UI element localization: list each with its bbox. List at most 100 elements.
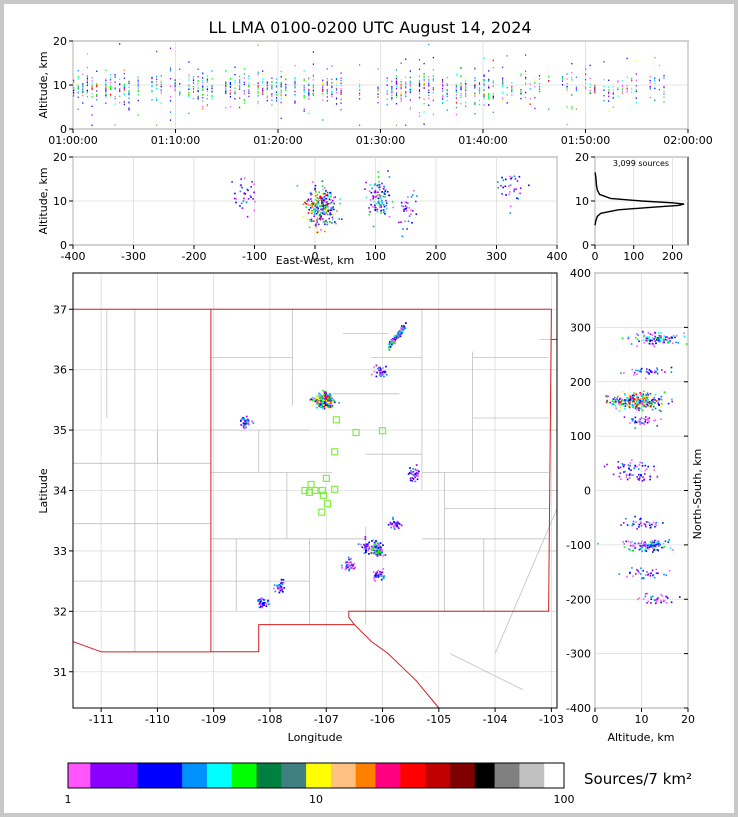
source-point	[631, 404, 634, 407]
source-point	[644, 544, 646, 546]
source-point	[513, 190, 515, 193]
source-point	[608, 89, 610, 91]
source-point	[416, 478, 419, 481]
source-point	[649, 476, 652, 478]
source-point	[151, 76, 153, 79]
source-point	[320, 403, 322, 405]
source-point	[303, 85, 305, 87]
source-point	[225, 69, 227, 72]
source-point	[243, 73, 245, 75]
source-point	[528, 184, 530, 187]
source-point	[492, 96, 494, 99]
source-point	[379, 188, 381, 191]
source-point	[655, 602, 657, 605]
y-tick-label: 10	[53, 79, 67, 92]
source-point	[225, 82, 227, 85]
source-point	[653, 396, 656, 399]
source-point	[638, 407, 641, 409]
source-point	[502, 99, 504, 101]
source-point	[402, 331, 404, 334]
source-point	[641, 409, 644, 411]
source-point	[460, 82, 462, 85]
station-marker	[331, 448, 339, 456]
source-point	[375, 573, 377, 575]
source-point	[330, 193, 332, 196]
source-point	[393, 524, 396, 527]
source-point	[312, 75, 314, 78]
source-point	[432, 113, 434, 116]
source-point	[330, 195, 332, 198]
source-point	[505, 178, 507, 181]
source-point	[500, 184, 502, 187]
source-point	[323, 392, 326, 395]
source-point	[620, 372, 622, 374]
source-point	[617, 395, 619, 398]
source-point	[380, 209, 382, 212]
source-point	[77, 87, 79, 90]
source-point	[662, 546, 665, 549]
source-point	[525, 73, 527, 75]
source-point	[243, 77, 245, 79]
source-point	[326, 84, 328, 87]
source-point	[368, 190, 371, 192]
source-point	[648, 546, 651, 548]
source-point	[380, 546, 382, 549]
source-point	[319, 197, 322, 200]
source-point	[520, 92, 522, 94]
source-point	[653, 345, 656, 348]
source-point	[511, 90, 513, 92]
source-point	[460, 92, 462, 95]
source-point	[377, 569, 379, 572]
source-point	[329, 213, 331, 216]
source-point	[432, 75, 434, 77]
source-point	[637, 369, 639, 372]
source-point	[324, 206, 327, 209]
source-point	[303, 97, 305, 99]
source-point	[653, 469, 655, 471]
source-point	[497, 181, 499, 183]
source-point	[374, 191, 377, 194]
source-point	[566, 87, 568, 89]
source-point	[302, 216, 305, 218]
source-point	[382, 544, 384, 546]
source-point	[636, 568, 638, 571]
source-point	[324, 223, 326, 225]
source-point	[280, 86, 282, 89]
source-point	[303, 78, 305, 80]
y-tick-label: 35	[53, 424, 67, 437]
source-point	[378, 206, 381, 208]
source-point	[105, 102, 107, 104]
source-point	[206, 90, 208, 92]
source-point	[603, 465, 606, 468]
source-point	[642, 598, 645, 600]
source-point	[96, 70, 98, 72]
source-point	[663, 77, 665, 79]
source-point	[266, 89, 268, 91]
source-point	[411, 222, 413, 224]
source-point	[566, 78, 568, 80]
source-point	[262, 80, 264, 83]
source-point	[478, 91, 481, 93]
source-point	[400, 80, 402, 83]
source-point	[335, 222, 337, 225]
source-point	[317, 400, 320, 403]
source-point	[649, 575, 652, 577]
source-point	[248, 85, 250, 88]
source-point	[329, 396, 332, 398]
source-point	[377, 549, 380, 552]
source-point	[311, 212, 313, 214]
source-point	[395, 82, 398, 85]
source-point	[639, 401, 642, 404]
source-point	[548, 80, 550, 82]
source-point	[374, 576, 377, 578]
source-point	[248, 77, 250, 80]
y-tick-label: 300	[570, 321, 591, 334]
source-point	[239, 80, 241, 83]
source-point	[432, 69, 434, 71]
source-point	[282, 590, 284, 593]
source-point	[605, 401, 608, 403]
source-point	[257, 101, 259, 103]
source-point	[609, 401, 611, 404]
source-point	[423, 62, 425, 65]
